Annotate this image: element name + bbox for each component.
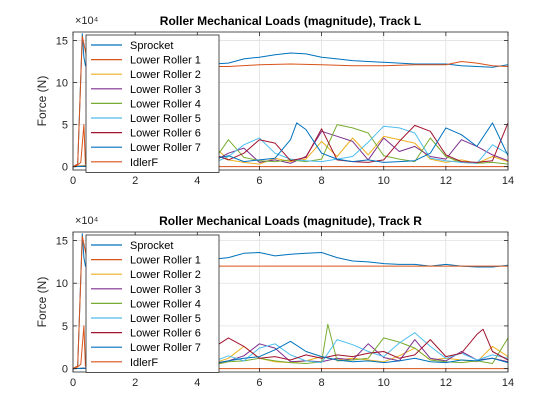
x-tick-label: 10 [378,175,390,187]
legend-entry: IdlerF [130,157,158,169]
y-tick-label: 15 [56,236,68,248]
legend-entry: Lower Roller 1 [130,55,201,67]
x-tick-label: 2 [132,175,138,187]
y-tick-label: 10 [56,77,68,89]
legend-entry: Lower Roller 2 [130,269,201,281]
legend-entry: IdlerF [130,357,158,369]
y-tick-label: 0 [62,364,68,376]
exponent-label: ×10⁴ [75,15,99,27]
y-tick-label: 15 [56,35,68,47]
legend-entry: Lower Roller 3 [130,84,201,96]
x-tick-label: 8 [319,175,325,187]
chart-title: Roller Mechanical Loads (magnitude), Tra… [159,214,422,228]
x-tick-label: 8 [319,377,325,389]
x-tick-label: 14 [502,175,514,187]
x-tick-label: 0 [70,377,76,389]
x-tick-label: 4 [194,377,200,389]
legend: Sprocket Lower Roller 1 Lower Roller 2 Lowe… [85,234,220,373]
x-tick-label: 2 [132,377,138,389]
legend-entry: Lower Roller 3 [130,284,201,296]
legend-entry: Sprocket [130,40,173,52]
axes-box [72,231,509,373]
legend-entry: Lower Roller 4 [130,98,201,110]
chart-panel-2: 0 2 4 6 8 10 12 14 0 5 10 15 ×10⁴ Roller Mechanical L… [35,214,514,389]
x-tick-label: 6 [256,377,262,389]
y-tick-label: 5 [62,120,68,132]
legend-entry: Lower Roller 7 [130,142,201,154]
axes-box [72,31,509,171]
x-tick-label: 12 [440,175,452,187]
y-tick-label: 0 [62,162,68,174]
legend-entry: Lower Roller 5 [130,113,201,125]
chart-panel-1: 0 2 4 6 8 10 12 14 0 5 10 15 ×10⁴ Roller Mechanical L… [35,14,514,187]
y-axis-label: Force (N) [35,277,49,328]
exponent-label: ×10⁴ [75,215,99,227]
legend-entry: Lower Roller 6 [130,128,201,140]
legend-entry: Lower Roller 4 [130,298,201,310]
x-tick-label: 6 [256,175,262,187]
x-tick-label: 14 [502,377,514,389]
legend-entry: Lower Roller 5 [130,313,201,325]
legend-entry: Lower Roller 2 [130,69,201,81]
legend-entry: Lower Roller 1 [130,255,201,267]
y-tick-label: 10 [56,278,68,290]
y-axis-label: Force (N) [35,76,49,127]
legend-entry: Lower Roller 6 [130,328,201,340]
x-tick-label: 0 [70,175,76,187]
y-tick-label: 5 [62,321,68,333]
legend-entry: Sprocket [130,240,173,252]
x-tick-label: 4 [194,175,200,187]
x-tick-label: 12 [440,377,452,389]
legend-entry: Lower Roller 7 [130,342,201,354]
chart-title: Roller Mechanical Loads (magnitude), Tra… [160,14,421,28]
x-tick-label: 10 [378,377,390,389]
legend: Sprocket Lower Roller 1 Lower Roller 2 Lowe… [85,34,220,173]
